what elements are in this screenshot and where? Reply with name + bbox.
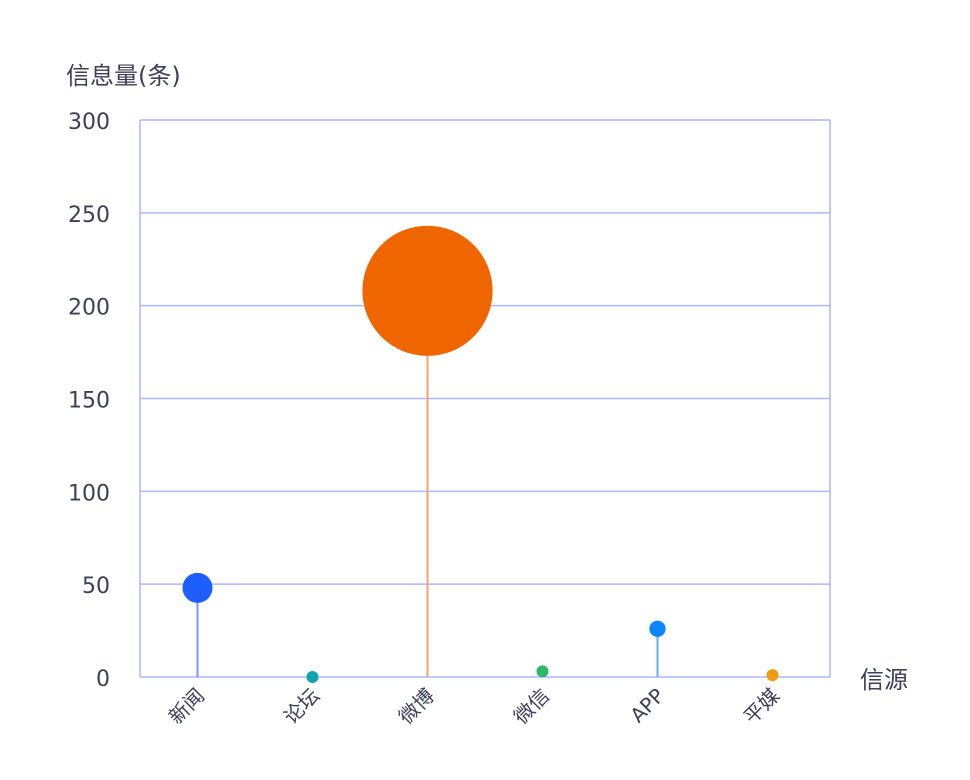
x-tick-labels: 新闻 论坛 微博 微信 APP 平媒 <box>164 684 784 729</box>
y-tick-label: 250 <box>68 203 110 228</box>
x-tick-label: 新闻 <box>164 684 209 729</box>
x-tick-label: 平媒 <box>739 684 784 729</box>
bubble-微博 <box>362 225 493 356</box>
x-tick-label: 论坛 <box>279 684 324 729</box>
x-axis-title: 信源 <box>860 666 908 694</box>
x-tick-label: 微信 <box>509 684 554 729</box>
bubble-论坛 <box>306 671 319 683</box>
y-tick-label: 50 <box>82 574 110 599</box>
y-tick-label: 300 <box>68 110 110 135</box>
y-tick-label: 0 <box>96 667 110 692</box>
gridlines <box>139 119 831 678</box>
y-tick-label: 100 <box>68 481 110 506</box>
bubble-微信 <box>536 665 549 678</box>
data-marks <box>182 225 779 683</box>
y-tick-label: 150 <box>68 389 110 414</box>
bubble-APP <box>649 620 666 637</box>
x-tick-label: 微博 <box>394 684 439 729</box>
x-tick-label: APP <box>625 684 669 728</box>
bubble-新闻 <box>182 572 213 603</box>
y-tick-label: 200 <box>68 296 110 321</box>
bubble-平媒 <box>766 669 779 682</box>
y-tick-labels: 0 50 100 150 200 250 300 <box>68 110 110 692</box>
y-axis-title: 信息量(条) <box>66 62 181 90</box>
